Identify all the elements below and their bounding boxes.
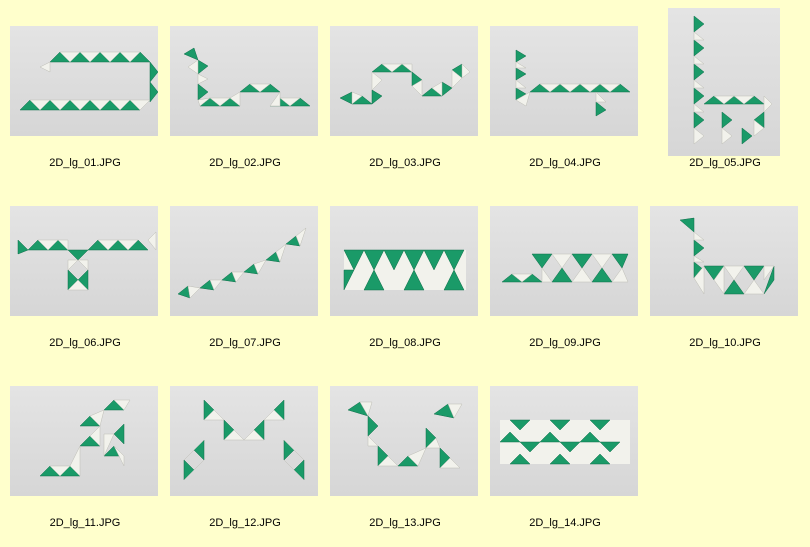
thumbnail-item[interactable]: 2D_lg_14.JPG <box>490 386 640 536</box>
thumbnail-item[interactable]: 2D_lg_09.JPG <box>490 206 640 356</box>
thumbnail-item[interactable]: 2D_lg_06.JPG <box>10 206 160 356</box>
snake-puzzle-photo[interactable] <box>668 8 780 156</box>
snake-puzzle-photo[interactable] <box>330 206 478 316</box>
thumbnail-caption[interactable]: 2D_lg_13.JPG <box>369 517 441 529</box>
snake-puzzle-photo[interactable] <box>330 26 478 136</box>
snake-puzzle-photo[interactable] <box>10 206 158 316</box>
thumbnail-item[interactable]: 2D_lg_13.JPG <box>330 386 480 536</box>
thumbnail-caption[interactable]: 2D_lg_08.JPG <box>369 337 441 349</box>
snake-puzzle-thumbnail-icon <box>19 51 158 111</box>
thumbnail-item[interactable]: 2D_lg_05.JPG <box>668 8 782 176</box>
snake-puzzle-photo[interactable] <box>170 26 318 136</box>
snake-puzzle-photo[interactable] <box>490 26 638 136</box>
thumbnail-item[interactable]: 2D_lg_04.JPG <box>490 26 640 176</box>
thumbnail-caption[interactable]: 2D_lg_06.JPG <box>49 337 121 349</box>
thumbnail-caption[interactable]: 2D_lg_05.JPG <box>689 157 761 169</box>
thumbnail-caption[interactable]: 2D_lg_07.JPG <box>209 337 281 349</box>
snake-puzzle-thumbnail-icon <box>347 401 463 469</box>
thumbnail-caption[interactable]: 2D_lg_03.JPG <box>369 157 441 169</box>
thumbnail-item[interactable]: 2D_lg_12.JPG <box>170 386 320 536</box>
snake-puzzle-thumbnail-icon <box>515 49 631 117</box>
snake-puzzle-thumbnail-icon <box>693 15 773 145</box>
thumbnail-caption[interactable]: 2D_lg_10.JPG <box>689 337 761 349</box>
snake-puzzle-photo[interactable] <box>330 386 478 496</box>
thumbnail-item[interactable]: 2D_lg_02.JPG <box>170 26 320 176</box>
snake-puzzle-photo[interactable] <box>10 26 158 136</box>
snake-puzzle-thumbnail-icon <box>177 227 307 299</box>
thumbnail-item[interactable]: 2D_lg_01.JPG <box>10 26 160 176</box>
snake-puzzle-thumbnail-icon <box>183 399 305 481</box>
snake-puzzle-thumbnail-icon <box>39 399 131 477</box>
thumbnail-caption[interactable]: 2D_lg_04.JPG <box>529 157 601 169</box>
snake-puzzle-thumbnail-icon <box>501 253 629 283</box>
snake-puzzle-thumbnail-icon <box>343 249 466 291</box>
snake-puzzle-thumbnail-icon <box>499 419 630 465</box>
snake-puzzle-photo[interactable] <box>170 386 318 496</box>
thumbnail-item[interactable]: 2D_lg_10.JPG <box>650 206 800 356</box>
thumbnail-item[interactable]: 2D_lg_03.JPG <box>330 26 480 176</box>
snake-puzzle-photo[interactable] <box>170 206 318 316</box>
thumbnail-item[interactable]: 2D_lg_11.JPG <box>10 386 160 536</box>
thumbnail-item[interactable]: 2D_lg_08.JPG <box>330 206 480 356</box>
snake-puzzle-thumbnail-icon <box>679 217 775 295</box>
thumbnail-caption[interactable]: 2D_lg_02.JPG <box>209 157 281 169</box>
thumbnail-item[interactable]: 2D_lg_07.JPG <box>170 206 320 356</box>
snake-puzzle-photo[interactable] <box>10 386 158 496</box>
snake-puzzle-thumbnail-icon <box>339 63 471 105</box>
snake-puzzle-photo[interactable] <box>490 206 638 316</box>
snake-puzzle-thumbnail-icon <box>183 47 311 107</box>
thumbnail-caption[interactable]: 2D_lg_12.JPG <box>209 517 281 529</box>
thumbnail-caption[interactable]: 2D_lg_11.JPG <box>49 517 121 529</box>
thumbnail-caption[interactable]: 2D_lg_01.JPG <box>49 157 121 169</box>
thumbnail-caption[interactable]: 2D_lg_14.JPG <box>529 517 601 529</box>
snake-puzzle-thumbnail-icon <box>17 231 157 291</box>
snake-puzzle-photo[interactable] <box>650 206 798 316</box>
snake-puzzle-photo[interactable] <box>490 386 638 496</box>
thumbnail-caption[interactable]: 2D_lg_09.JPG <box>529 337 601 349</box>
